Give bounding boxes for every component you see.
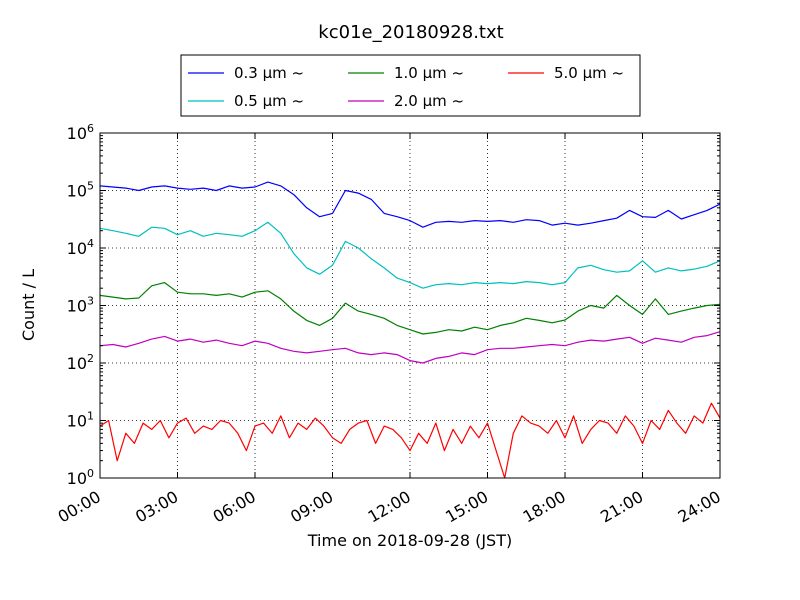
y-axis-label: Count / L (19, 269, 38, 341)
legend-label-3: 2.0 μm ~ (394, 92, 464, 110)
chart-title: kc01e_20180928.txt (318, 22, 503, 43)
y-tick-label: 100 (67, 467, 94, 488)
legend-label-0: 0.3 μm ~ (234, 64, 304, 82)
series-line-4 (99, 402, 721, 479)
y-tick-labels: 100 101 102 103 104 105 106 (67, 122, 94, 488)
legend-label-2: 1.0 μm ~ (394, 64, 464, 82)
legend-label-1: 0.5 μm ~ (234, 92, 304, 110)
axis-ticks (99, 132, 721, 479)
legend-items: 0.3 μm ~ 0.5 μm ~ 1.0 μm ~ 2.0 μm ~ 5.0 μm ~ (188, 64, 624, 110)
series-line-1 (99, 221, 721, 289)
legend: 0.3 μm ~ 0.5 μm ~ 1.0 μm ~ 2.0 μm ~ 5.0 μm ~ (180, 54, 641, 117)
x-axis-label: Time on 2018-09-28 (JST) (307, 531, 512, 550)
series-line-3 (99, 331, 721, 364)
legend-box (180, 54, 641, 117)
y-tick-label: 102 (67, 352, 94, 373)
plot-lines (99, 181, 721, 479)
y-tick-label: 105 (67, 180, 94, 201)
y-tick-label: 103 (67, 295, 94, 316)
y-tick-label: 101 (67, 410, 94, 431)
grid-lines (100, 133, 720, 478)
y-tick-label: 106 (67, 122, 94, 143)
series-line-0 (99, 181, 721, 228)
y-tick-label: 104 (67, 237, 94, 258)
legend-label-4: 5.0 μm ~ (554, 64, 624, 82)
series-line-2 (99, 282, 721, 335)
